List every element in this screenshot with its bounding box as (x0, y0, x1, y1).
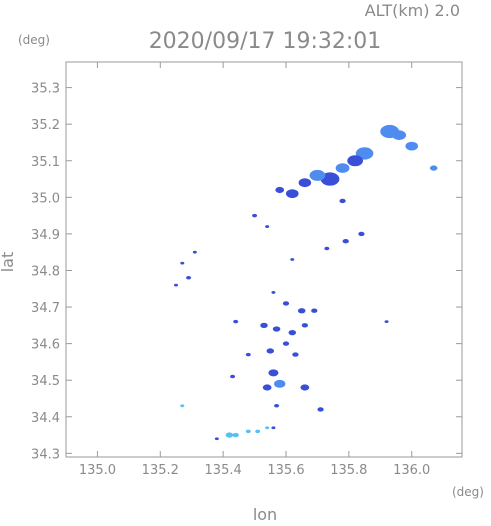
y-unit-label: (deg) (18, 33, 50, 47)
echo-point (272, 326, 281, 332)
echo-point (245, 429, 251, 434)
echo-point (429, 165, 438, 171)
echo-point (192, 250, 197, 254)
echo-point (282, 301, 290, 306)
echo-point (252, 213, 258, 218)
y-tick-label: 34.4 (31, 411, 60, 426)
y-tick-label: 35.2 (31, 118, 60, 133)
x-tick-label: 135.6 (267, 463, 304, 478)
y-tick-label: 35.3 (31, 82, 60, 97)
y-tick-label: 35.1 (31, 155, 60, 170)
x-tick-labels: 135.0 135.2 135.4 135.6 135.8 136.0 (79, 463, 431, 478)
y-tick-label: 34.7 (31, 301, 60, 316)
echo-point (392, 130, 407, 140)
echo-point (262, 384, 272, 391)
echo-point (335, 163, 350, 173)
echo-point (260, 322, 268, 328)
echo-point (298, 178, 312, 188)
echo-point (317, 407, 324, 412)
echo-point (225, 432, 234, 438)
chart-title: 2020/09/17 19:32:01 (149, 29, 382, 54)
echo-point (288, 330, 297, 336)
echo-point (358, 231, 365, 237)
echo-point (265, 225, 270, 228)
echo-point (405, 141, 419, 151)
axis-ticks (66, 62, 462, 457)
y-tick-label: 34.8 (31, 264, 60, 279)
echo-point (233, 319, 239, 324)
echo-point (292, 352, 299, 357)
x-tick-label: 135.4 (205, 463, 242, 478)
echo-point (274, 379, 286, 388)
echo-point (355, 147, 374, 160)
x-tick-label: 135.2 (142, 463, 179, 478)
y-tick-label: 35.0 (31, 191, 60, 206)
altitude-label: ALT(km) 2.0 (365, 1, 460, 20)
echo-point (180, 404, 185, 408)
echo-point (301, 323, 308, 328)
y-tick-label: 34.5 (31, 374, 60, 389)
echo-point (347, 155, 363, 167)
echo-point (266, 348, 275, 354)
echo-points (174, 124, 438, 441)
echo-point (271, 291, 276, 294)
y-tick-label: 34.6 (31, 338, 60, 353)
echo-point (342, 239, 349, 244)
x-axis-label: lon (253, 505, 277, 521)
x-unit-label: (deg) (452, 485, 484, 499)
echo-point (339, 198, 346, 204)
x-tick-label: 135.0 (79, 463, 116, 478)
echo-point (320, 172, 340, 186)
echo-point (186, 276, 192, 280)
echo-point (180, 261, 185, 265)
echo-point (290, 258, 295, 261)
echo-point (300, 384, 310, 391)
echo-point (282, 341, 290, 346)
x-tick-label: 136.0 (393, 463, 430, 478)
echo-point (309, 169, 326, 181)
echo-point (275, 186, 285, 194)
echo-point (384, 320, 389, 324)
y-axis-label: lat (0, 252, 17, 273)
y-tick-labels: 34.3 34.4 34.5 34.6 34.7 34.8 34.9 35.0 35.1 35.2… (31, 82, 60, 463)
echo-point (324, 246, 330, 251)
echo-point (274, 404, 280, 408)
plot-frame (65, 61, 463, 458)
echo-point (245, 352, 251, 357)
x-tick-label: 135.8 (330, 463, 367, 478)
y-tick-label: 34.3 (31, 447, 60, 462)
echo-point (311, 308, 318, 313)
echo-point (271, 426, 276, 430)
echo-point (255, 429, 261, 434)
echo-point (268, 369, 279, 377)
echo-point (230, 374, 236, 379)
y-tick-label: 34.9 (31, 228, 60, 243)
echo-point (174, 283, 178, 287)
echo-point (214, 437, 219, 441)
echo-point (286, 189, 299, 199)
echo-point (297, 308, 306, 314)
echo-point (232, 432, 239, 438)
echo-point (265, 426, 270, 430)
